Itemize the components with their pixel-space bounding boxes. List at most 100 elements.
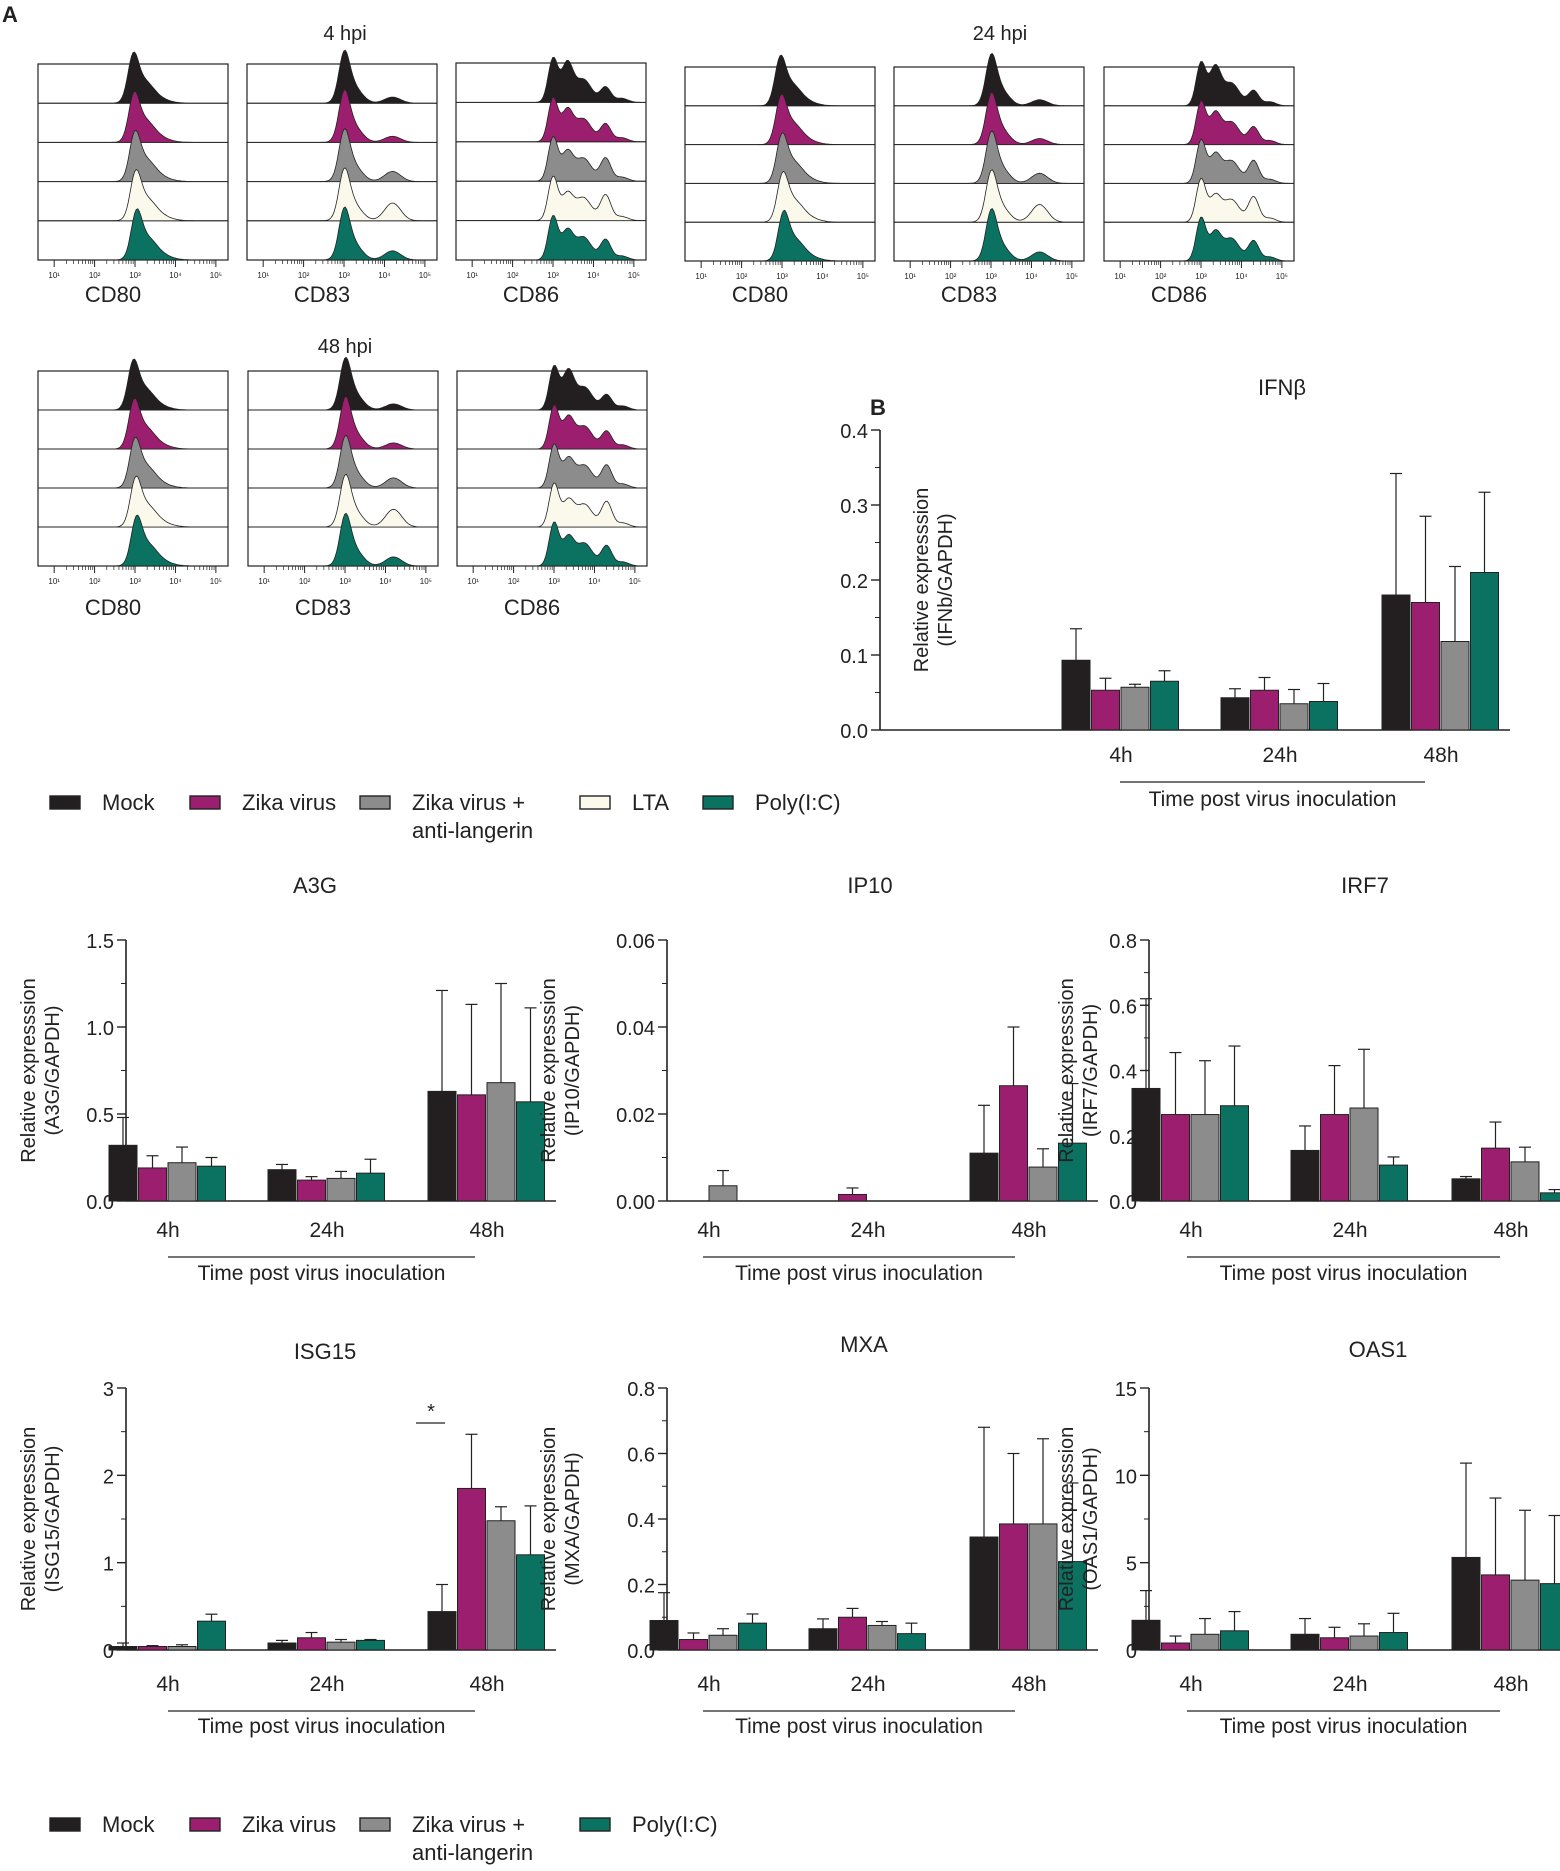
- histogram-tick-label: 10³: [985, 272, 997, 281]
- histogram-tick-label: 10¹: [466, 271, 478, 280]
- chart-title: IRF7: [1341, 873, 1389, 898]
- histogram-trace-mock: [1104, 60, 1294, 107]
- histogram-marker-label: CD80: [85, 282, 141, 307]
- x-category-label: 24h: [1332, 1219, 1367, 1242]
- histogram-cd80: 10¹ 10² 10³ 10⁴ 10⁵ CD80: [37, 358, 229, 620]
- histogram-trace-zika-virus-anti-langerin: [456, 136, 646, 182]
- histogram-trace-zika-virus-anti-langerin: [247, 128, 437, 182]
- y-tick-label: 1: [103, 1554, 114, 1576]
- histogram-cd80: 10¹ 10² 10³ 10⁴ 10⁵ CD80: [37, 51, 229, 307]
- histogram-trace-mock: [38, 358, 228, 411]
- x-category-label: 4h: [697, 1219, 720, 1242]
- histogram-tick-label: 10³: [548, 577, 560, 586]
- histogram-tick-label: 10³: [129, 577, 141, 586]
- legend-label: Poly(I:C): [632, 1812, 718, 1837]
- bar-zika-virus: [999, 1085, 1028, 1202]
- bar-poly-i-c-: [1058, 1142, 1087, 1202]
- histogram-trace-zika-virus: [248, 395, 438, 450]
- histogram-marker-label: CD83: [295, 595, 351, 620]
- y-axis-label-line1: Relative expresssion: [1056, 978, 1078, 1163]
- bar-zika-virus: [1481, 1147, 1510, 1202]
- x-axis-label: Time post virus inoculation: [198, 1262, 446, 1285]
- y-tick-label: 0.5: [86, 1105, 114, 1127]
- legend-label: Zika virus: [242, 790, 336, 815]
- histogram-panel-24-hpi: 24 hpi 10¹ 10² 10³ 10⁴ 10⁵ CD80 10¹ 10² 10³ 10⁴ 10⁵…: [684, 23, 1295, 307]
- histogram-tick-label: 10⁴: [169, 271, 182, 280]
- bar-zika-virus: [838, 1193, 867, 1202]
- y-tick-label: 0.8: [1109, 931, 1137, 953]
- x-category-label: 24h: [1262, 744, 1297, 767]
- bar-zika-virus: [297, 1637, 326, 1651]
- y-tick-label: 0.2: [840, 571, 868, 593]
- x-category-label: 4h: [156, 1673, 179, 1696]
- bar-mock: [1290, 1149, 1320, 1202]
- bar-mock: [1220, 697, 1250, 731]
- x-category-label: 48h: [1493, 1673, 1528, 1696]
- bar-zika-virus-anti-langerin: [167, 1162, 197, 1202]
- bar-chart-ip10: IP10 0.00 0.02 0.04 0.06 Relative expresssion…: [538, 873, 1098, 1285]
- x-category-label: 24h: [1332, 1673, 1367, 1696]
- y-axis-label-line2: (IRF7/GAPDH): [1080, 1004, 1102, 1137]
- bar-zika-virus-anti-langerin: [708, 1634, 738, 1651]
- histogram-tick-label: 10³: [547, 271, 559, 280]
- bar-mock: [1290, 1633, 1320, 1651]
- bar-mock: [649, 1620, 679, 1651]
- bar-zika-virus: [1481, 1574, 1510, 1651]
- histogram-tick-label: 10³: [129, 271, 141, 280]
- y-axis-label-line1: Relative expresssion: [538, 1427, 560, 1612]
- bar-zika-virus: [1091, 689, 1120, 731]
- x-category-label: 24h: [850, 1219, 885, 1242]
- histogram-marker-label: CD83: [294, 282, 350, 307]
- bar-zika-virus: [138, 1646, 167, 1651]
- histogram-tick-label: 10²: [508, 577, 520, 586]
- histogram-trace-lta: [457, 482, 647, 528]
- x-category-label: 4h: [1179, 1673, 1202, 1696]
- histogram-trace-zika-virus-anti-langerin: [685, 132, 875, 184]
- bar-mock: [969, 1152, 999, 1202]
- bar-zika-virus-anti-langerin: [1349, 1107, 1379, 1202]
- histogram-trace-zika-virus-anti-langerin: [894, 130, 1084, 184]
- bar-mock: [1451, 1178, 1481, 1202]
- histogram-tick-label: 10²: [298, 271, 310, 280]
- y-tick-label: 0.2: [627, 1576, 655, 1598]
- histogram-marker-label: CD80: [732, 282, 788, 307]
- y-tick-label: 0.6: [1109, 996, 1137, 1018]
- histogram-trace-zika-virus: [1104, 100, 1294, 145]
- histogram-trace-zika-virus-anti-langerin: [248, 434, 438, 489]
- bar-mock: [1061, 659, 1091, 731]
- histogram-trace-zika-virus: [38, 90, 228, 143]
- bar-poly-i-c-: [1379, 1164, 1408, 1202]
- y-tick-label: 0.04: [616, 1018, 655, 1040]
- y-tick-label: 5: [1126, 1554, 1137, 1576]
- legend-swatch: [579, 795, 611, 810]
- y-tick-label: 0.0: [627, 1641, 655, 1663]
- histogram-tick-label: 10⁴: [587, 271, 600, 280]
- bar-zika-virus-anti-langerin: [486, 1520, 516, 1651]
- bar-zika-virus-anti-langerin: [1120, 686, 1150, 731]
- y-axis-label-line1: Relative expresssion: [18, 978, 40, 1163]
- histogram-tick-label: 10⁵: [629, 577, 641, 586]
- bar-poly-i-c-: [356, 1639, 385, 1651]
- bar-mock: [108, 1144, 138, 1202]
- histogram-tick-label: 10²: [1155, 272, 1167, 281]
- y-axis-label-line1: Relative expresssion: [1056, 1427, 1078, 1612]
- histogram-marker-label: CD80: [85, 595, 141, 620]
- histogram-trace-lta: [248, 473, 438, 528]
- histogram-tick-label: 10³: [776, 272, 788, 281]
- histogram-tick-label: 10⁴: [169, 577, 182, 586]
- histogram-tick-label: 10²: [945, 272, 957, 281]
- legend-swatch: [579, 1817, 611, 1832]
- histogram-marker-label: CD83: [941, 282, 997, 307]
- bar-poly-i-c-: [738, 1622, 767, 1651]
- histogram-tick-label: 10⁵: [420, 577, 432, 586]
- bar-zika-virus: [1161, 1642, 1190, 1651]
- histogram-tick-label: 10⁴: [588, 577, 601, 586]
- histogram-trace-zika-virus-anti-langerin: [38, 129, 228, 182]
- histogram-tick-label: 10⁴: [379, 577, 392, 586]
- legend-label-line2: anti-langerin: [412, 1840, 533, 1865]
- bar-poly-i-c-: [356, 1172, 385, 1202]
- legend-label: Zika virus: [242, 1812, 336, 1837]
- bar-poly-i-c-: [1220, 1105, 1249, 1202]
- x-category-label: 48h: [1011, 1673, 1046, 1696]
